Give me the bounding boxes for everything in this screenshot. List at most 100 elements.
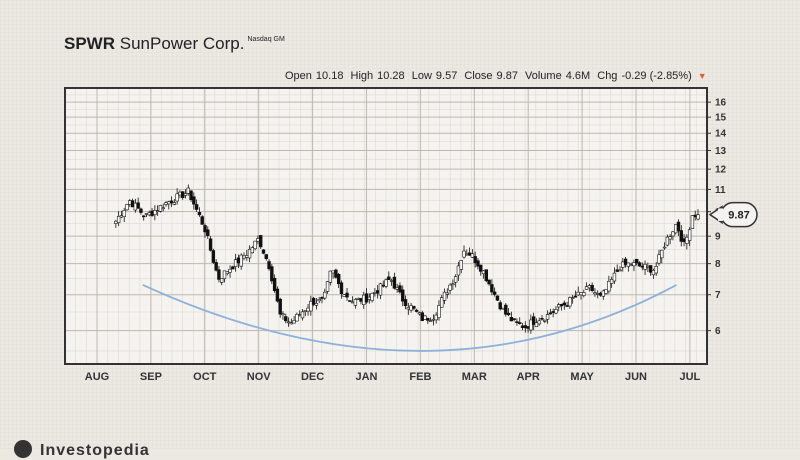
candle-body [270,266,274,282]
x-tick-label: SEP [140,371,162,383]
candle-body [142,215,146,218]
low-label: Low [411,70,432,82]
candle-body [587,285,592,289]
candle-body [364,293,369,303]
candle-body [492,291,497,295]
candle-body [687,229,692,241]
candle-body [473,256,477,264]
candle-body [342,294,346,297]
candle-body [250,247,255,254]
candle-body [303,310,307,312]
high-value: 10.28 [377,70,405,82]
candle-body [445,292,450,295]
x-tick-label: OCT [193,371,217,383]
candle-body [253,240,257,250]
candle-body [582,292,586,296]
candle-body [403,299,408,307]
candle-body [568,297,572,307]
candle-body [626,262,631,267]
candle-body [239,254,243,267]
candle-body [339,282,344,295]
candle-body [676,221,681,232]
candle-body [236,257,241,264]
candle-body [629,264,633,266]
candle-body [150,210,154,216]
candle-body [518,322,522,324]
y-tick-label: 15 [715,113,727,124]
candle-body [448,284,452,291]
candle-body [295,313,299,322]
candle-body [228,268,232,273]
candle-body [637,262,642,267]
candle-body [139,208,143,213]
candle-body [545,314,550,320]
candle-body [297,314,302,316]
candle-body [164,202,168,205]
candle-body [147,212,151,216]
candle-body [453,276,458,283]
candle-body [325,281,330,292]
candle-body [247,249,252,259]
candle-body [311,297,316,305]
candle-body [682,238,686,243]
candle-body [348,300,352,302]
candle-body [414,309,419,312]
candle-body [506,312,511,316]
candle-body [309,300,313,312]
candle-body [590,284,594,291]
candle-body [331,270,335,274]
candle-body [128,200,132,205]
candle-body [172,202,177,205]
candle-body [646,265,650,268]
close-label: Close [464,70,493,82]
candle-body [559,304,564,307]
volume-value: 4.6M [565,70,591,82]
candle-body [242,255,246,259]
candle-body [623,258,628,265]
candle-body [373,292,377,294]
candle-body [300,311,305,319]
candle-body [267,261,271,270]
candle-body [596,293,600,295]
candle-body [130,200,135,208]
candle-body [161,207,165,210]
volume-label: Volume [525,70,562,82]
candle-body [515,321,519,323]
candle-body [609,279,614,284]
candle-body [356,297,360,300]
candle-body [456,265,461,276]
candle-body [665,236,670,246]
candle-body [375,290,380,294]
candle-body [618,269,622,272]
candle-body [181,191,185,198]
candle-body [512,318,516,320]
candle-body [261,249,266,254]
candle-body [378,283,383,296]
candle-body [320,296,324,299]
candle-body [654,266,658,274]
candle-body [264,254,268,259]
candle-body [353,299,358,306]
candle-body [467,252,472,256]
y-tick-label: 12 [715,165,727,176]
exchange-label: Nasdaq GM [247,36,285,43]
candle-body [434,314,438,321]
y-tick-label: 13 [715,146,727,157]
candle-body [350,301,355,304]
candle-body [442,291,447,301]
candle-body [531,316,536,325]
candle-body [231,266,235,270]
candle-body [668,236,672,240]
candle-body [479,264,483,272]
brand-logo-icon [14,440,32,458]
candle-body [392,276,397,289]
candle-body [540,318,544,320]
candle-body [289,322,294,325]
candle-body [220,278,224,283]
candle-body [119,215,124,218]
y-tick-label: 16 [715,98,727,109]
candle-body [292,320,296,324]
candle-body [570,297,575,299]
candle-body [336,273,341,285]
low-value: 9.57 [435,70,458,82]
